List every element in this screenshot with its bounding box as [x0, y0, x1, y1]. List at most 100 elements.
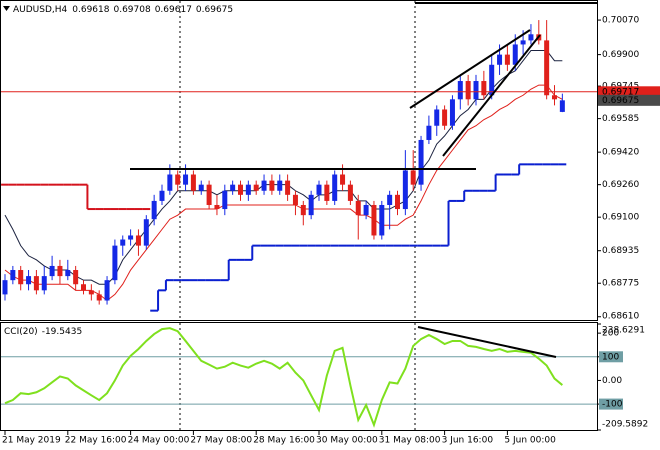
- candle-body: [300, 204, 306, 216]
- candle-body: [308, 194, 314, 216]
- level-label-box: [599, 351, 623, 363]
- indicator-line: [4, 50, 563, 285]
- candle-body: [489, 64, 495, 96]
- candle-body: [135, 235, 141, 246]
- candle-body: [214, 204, 220, 210]
- candle-body: [497, 54, 503, 65]
- indicator-line: [4, 327, 563, 428]
- candle-body: [544, 40, 550, 96]
- candle-body: [183, 174, 189, 185]
- candle-body: [277, 180, 283, 191]
- candle-body: [528, 34, 534, 41]
- y-tick-label: -100: [602, 400, 623, 410]
- candle-body: [355, 200, 361, 216]
- bid-label: 0.69717: [602, 87, 639, 97]
- drawn-objects: [130, 2, 597, 358]
- chart-header: AUDUSD,H4 0.69618 0.69708 0.69617 0.69675: [13, 5, 233, 15]
- x-tick-label: 22 May 16:00: [65, 436, 127, 446]
- candle-body: [41, 276, 47, 291]
- y-tick-label: -209.5892: [602, 420, 648, 430]
- y-tick-label: 0.69585: [602, 114, 639, 124]
- candle-body: [363, 204, 369, 216]
- candle-body: [238, 184, 243, 195]
- candle-body: [96, 294, 102, 301]
- cci-pane-frame: [0, 322, 598, 431]
- candle-body: [112, 245, 118, 281]
- candle-body: [473, 81, 479, 100]
- trend-line: [409, 29, 531, 109]
- candle-body: [167, 174, 173, 191]
- candle-body: [198, 184, 204, 191]
- collapse-icon: [3, 6, 10, 11]
- last-price-box: [598, 94, 660, 106]
- price-pane-frame: [0, 0, 598, 321]
- close-value: 0.69675: [196, 5, 233, 15]
- candle-body: [190, 174, 196, 191]
- candle-body: [269, 180, 275, 191]
- y-tick-label: 0.68935: [602, 246, 639, 256]
- y-tick-label: 0.68610: [602, 312, 639, 322]
- symbol-title: AUDUSD,H4: [13, 5, 68, 15]
- candle-body: [465, 81, 471, 100]
- candle-body: [175, 174, 181, 185]
- candle-body: [222, 190, 228, 210]
- x-tick-label: 28 May 16:00: [253, 436, 315, 446]
- plot-area: [1, 20, 597, 428]
- indicator-line: [4, 84, 563, 302]
- x-tick-label: 3 Jun 16:00: [442, 436, 494, 446]
- candle-body: [65, 270, 71, 277]
- axes: 0.700700.699000.697450.695850.694200.692…: [2, 16, 660, 446]
- candle-body: [559, 100, 565, 112]
- candle-body: [520, 40, 526, 45]
- candle-body: [371, 204, 377, 236]
- candle-body: [418, 139, 424, 185]
- candle-body: [128, 235, 134, 240]
- candle-body: [245, 184, 251, 195]
- y-tick-label: 0.69420: [602, 148, 639, 158]
- last-price-label: 0.69675: [602, 96, 639, 106]
- candle-body: [457, 81, 463, 100]
- trend-line: [417, 326, 557, 358]
- candle-body: [2, 280, 8, 295]
- candle-body: [449, 99, 455, 126]
- y-tick-label: 238.6291: [602, 326, 645, 336]
- candle-body: [230, 184, 236, 191]
- candle-body: [395, 194, 400, 210]
- candle-body: [26, 276, 32, 285]
- high-value: 0.69708: [113, 5, 150, 15]
- y-tick-label: 0.69100: [602, 213, 639, 223]
- y-tick-label: 0.00: [602, 376, 622, 386]
- candle-body: [504, 54, 510, 65]
- x-tick-label: 30 May 00:00: [316, 436, 378, 446]
- candle-body: [33, 276, 39, 291]
- y-tick-label: 0.69260: [602, 180, 639, 190]
- level-label-box: [599, 398, 623, 410]
- y-tick-label: 100: [602, 352, 619, 362]
- bid-box: [598, 86, 660, 98]
- candle-body: [104, 280, 110, 301]
- candle-body: [292, 194, 298, 205]
- candle-body: [512, 44, 518, 65]
- candle-body: [143, 219, 149, 246]
- candle-body: [340, 174, 346, 185]
- candle-body: [481, 81, 487, 96]
- x-tick-label: 24 May 00:00: [128, 436, 190, 446]
- y-tick-label: 0.68775: [602, 279, 639, 289]
- candle-body: [324, 184, 330, 201]
- x-tick-label: 21 May 2019: [2, 436, 61, 446]
- candle-body: [402, 170, 408, 210]
- x-tick-label: 27 May 08:00: [190, 436, 252, 446]
- candle-body: [49, 265, 55, 277]
- candle-body: [347, 184, 353, 201]
- candle-body: [151, 200, 157, 220]
- candle-body: [73, 270, 79, 285]
- candle-body: [552, 95, 557, 100]
- candle-body: [285, 180, 291, 195]
- candle-body: [206, 184, 212, 205]
- candle-body: [442, 109, 448, 126]
- candle-body: [410, 170, 416, 185]
- candle-body: [159, 190, 165, 201]
- x-tick-label: 31 May 08:00: [379, 436, 441, 446]
- candle-body: [316, 184, 322, 195]
